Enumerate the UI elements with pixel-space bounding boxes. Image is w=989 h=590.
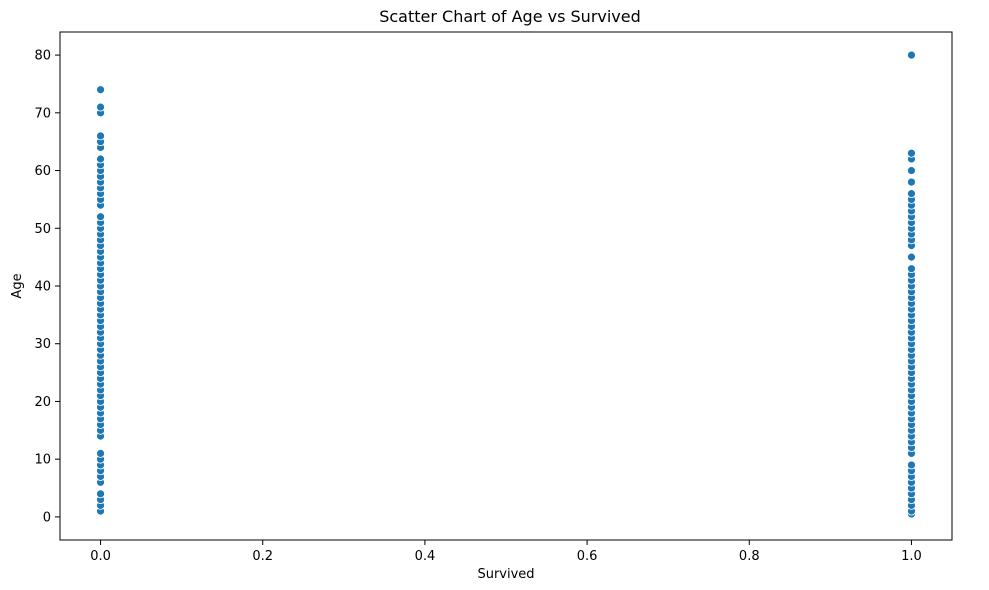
chart-title: Scatter Chart of Age vs Survived [379,7,641,26]
y-tick-label: 30 [34,337,51,352]
x-tick-label: 0.0 [90,549,111,564]
y-tick-label: 50 [34,222,51,237]
x-axis-label: Survived [477,567,534,582]
x-tick-label: 0.6 [577,549,598,564]
scatter-point [96,85,105,95]
y-tick-label: 0 [43,510,51,525]
scatter-point [907,166,916,175]
y-tick-label: 40 [34,280,51,295]
y-tick-label: 70 [34,106,51,121]
scatter-point [907,460,916,470]
scatter-point [96,489,105,499]
points-layer [96,50,916,519]
scatter-point [96,131,105,141]
y-tick-label: 60 [34,164,51,179]
scatter-point [96,102,105,112]
y-axis-label: Age [10,273,25,298]
scatter-point [907,50,916,60]
scatter-point [96,154,105,164]
y-axis-ticks: 0 10 20 30 40 50 60 70 80 [34,49,60,525]
scatter-point [96,212,105,222]
scatter-point [96,449,105,458]
y-tick-label: 80 [34,49,51,64]
x-tick-label: 0.8 [739,549,760,564]
x-axis-ticks: 0.0 0.2 0.4 0.6 0.8 1.0 [90,540,922,564]
y-tick-label: 10 [34,453,51,468]
x-tick-label: 0.4 [415,549,436,564]
y-tick-label: 20 [34,395,51,410]
scatter-point [907,148,916,158]
scatter-point [907,177,916,187]
plot-frame [59,31,953,541]
x-tick-label: 1.0 [901,549,922,564]
scatter-point [907,252,916,262]
x-tick-label: 0.2 [252,549,273,564]
scatter-point [907,189,916,199]
scatter-point [907,264,916,274]
